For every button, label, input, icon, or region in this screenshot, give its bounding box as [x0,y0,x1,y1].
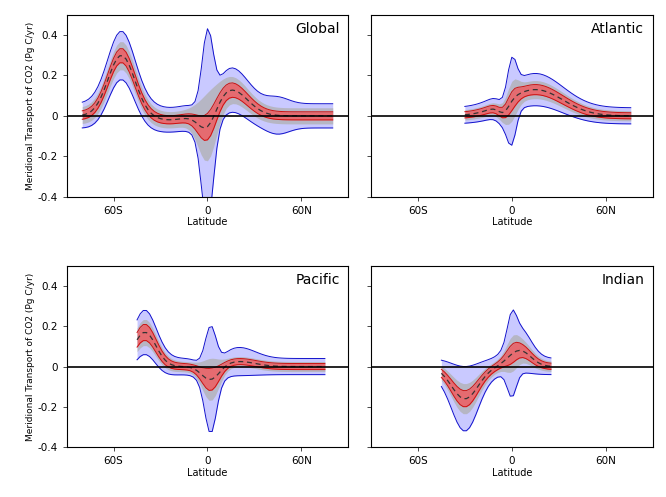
Text: Indian: Indian [601,273,644,287]
Text: Atlantic: Atlantic [591,22,644,36]
Y-axis label: Meridional Transport of CO2 (Pg C/yr): Meridional Transport of CO2 (Pg C/yr) [25,272,35,440]
X-axis label: Latitude: Latitude [187,468,228,478]
X-axis label: Latitude: Latitude [187,217,228,227]
Y-axis label: Meridional Transport of CO2 (Pg C/yr): Meridional Transport of CO2 (Pg C/yr) [25,22,35,190]
X-axis label: Latitude: Latitude [492,217,532,227]
Text: Pacific: Pacific [296,273,340,287]
X-axis label: Latitude: Latitude [492,468,532,478]
Text: Global: Global [296,22,340,36]
